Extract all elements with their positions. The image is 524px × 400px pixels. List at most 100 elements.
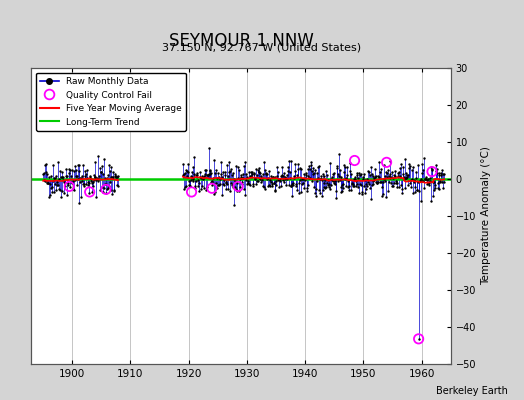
Point: [219, 169, 227, 175]
Point: [238, 179, 247, 185]
Point: [410, 177, 418, 184]
Point: [287, 183, 296, 189]
Point: [296, 165, 304, 171]
Point: [236, 172, 245, 178]
Point: [289, 180, 297, 186]
Text: 37.150 N, 92.767 W (United States): 37.150 N, 92.767 W (United States): [162, 42, 362, 52]
Point: [366, 172, 374, 178]
Point: [369, 181, 378, 187]
Point: [101, 181, 109, 188]
Point: [417, 198, 425, 204]
Point: [372, 173, 380, 180]
Point: [292, 180, 300, 187]
Point: [42, 161, 50, 168]
Point: [385, 171, 394, 177]
Point: [401, 175, 410, 181]
Point: [311, 190, 320, 196]
Point: [221, 186, 230, 192]
Point: [333, 178, 342, 184]
Point: [344, 184, 352, 191]
Point: [278, 163, 287, 170]
Point: [191, 184, 200, 191]
Point: [320, 180, 329, 186]
Point: [422, 174, 431, 180]
Point: [428, 167, 436, 173]
Point: [294, 180, 303, 186]
Point: [71, 166, 80, 173]
Point: [245, 169, 254, 175]
Point: [260, 186, 269, 192]
Point: [286, 169, 294, 175]
Point: [304, 182, 313, 188]
Point: [419, 167, 427, 173]
Point: [273, 164, 281, 170]
Point: [423, 180, 432, 187]
Point: [433, 170, 441, 176]
Point: [324, 182, 332, 189]
Point: [238, 175, 246, 182]
Point: [95, 176, 104, 182]
Point: [307, 162, 315, 168]
Point: [435, 186, 443, 192]
Point: [234, 164, 242, 170]
Point: [73, 162, 82, 168]
Point: [354, 184, 362, 190]
Point: [344, 177, 353, 184]
Point: [413, 186, 421, 193]
Point: [286, 158, 294, 164]
Point: [253, 171, 261, 178]
Point: [201, 167, 210, 174]
Point: [56, 168, 64, 174]
Point: [112, 172, 121, 179]
Point: [387, 180, 396, 186]
Point: [88, 189, 96, 195]
Point: [375, 159, 384, 165]
Point: [381, 178, 389, 184]
Point: [111, 173, 119, 180]
Point: [292, 172, 301, 178]
Point: [39, 177, 48, 184]
Point: [64, 182, 72, 188]
Point: [208, 185, 216, 192]
Point: [386, 174, 395, 181]
Point: [392, 178, 400, 184]
Point: [195, 169, 204, 175]
Point: [256, 170, 265, 177]
Point: [55, 186, 63, 192]
Point: [345, 187, 353, 194]
Point: [305, 166, 314, 173]
Point: [421, 175, 429, 182]
Point: [381, 169, 390, 176]
Point: [345, 168, 354, 175]
Point: [308, 168, 316, 174]
Point: [109, 173, 117, 180]
Point: [382, 194, 390, 200]
Point: [378, 184, 386, 190]
Point: [103, 186, 111, 192]
Point: [439, 184, 447, 191]
Point: [202, 187, 210, 194]
Point: [276, 176, 284, 182]
Point: [212, 167, 221, 173]
Point: [351, 174, 359, 180]
Point: [189, 178, 198, 184]
Point: [275, 176, 283, 182]
Point: [315, 190, 324, 196]
Point: [335, 151, 343, 157]
Point: [316, 173, 325, 179]
Point: [296, 177, 304, 183]
Point: [375, 174, 383, 180]
Point: [181, 184, 189, 190]
Point: [338, 182, 346, 188]
Point: [210, 191, 219, 197]
Point: [391, 167, 399, 174]
Point: [90, 158, 99, 165]
Point: [409, 190, 417, 196]
Point: [74, 176, 82, 182]
Point: [340, 162, 348, 168]
Point: [188, 174, 196, 180]
Text: Berkeley Earth: Berkeley Earth: [436, 386, 508, 396]
Point: [332, 194, 340, 201]
Point: [269, 180, 278, 186]
Point: [93, 175, 102, 182]
